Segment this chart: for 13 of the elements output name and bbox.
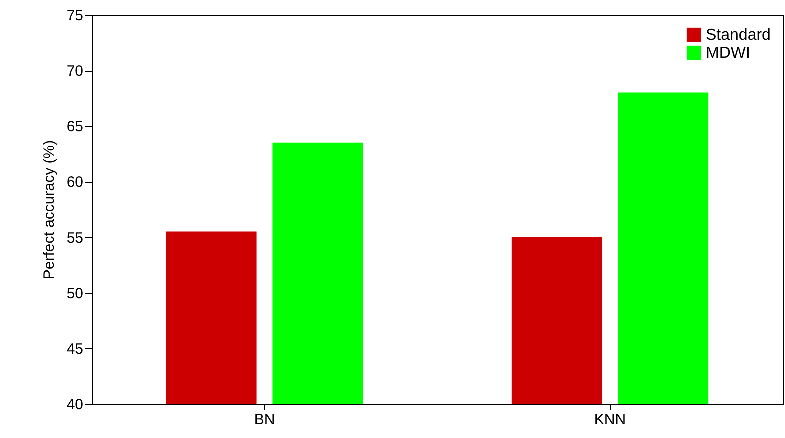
y-tick-label: 65 — [66, 118, 84, 136]
y-tick-label: 50 — [66, 285, 84, 302]
y-tick-label: 40 — [66, 396, 84, 414]
y-tick-label: 60 — [66, 174, 84, 192]
y-axis-title: Perfect accuracy (%) — [40, 140, 58, 280]
y-tick-label: 45 — [66, 340, 84, 358]
x-tick-label: KNN — [594, 412, 626, 428]
y-tick-label: 75 — [66, 8, 84, 24]
y-tick-label: 70 — [66, 63, 84, 80]
legend-label: Standard — [706, 27, 771, 44]
y-tick-label: 55 — [66, 230, 84, 247]
legend-label: MDWI — [706, 45, 750, 62]
x-tick-label: BN — [254, 412, 276, 428]
